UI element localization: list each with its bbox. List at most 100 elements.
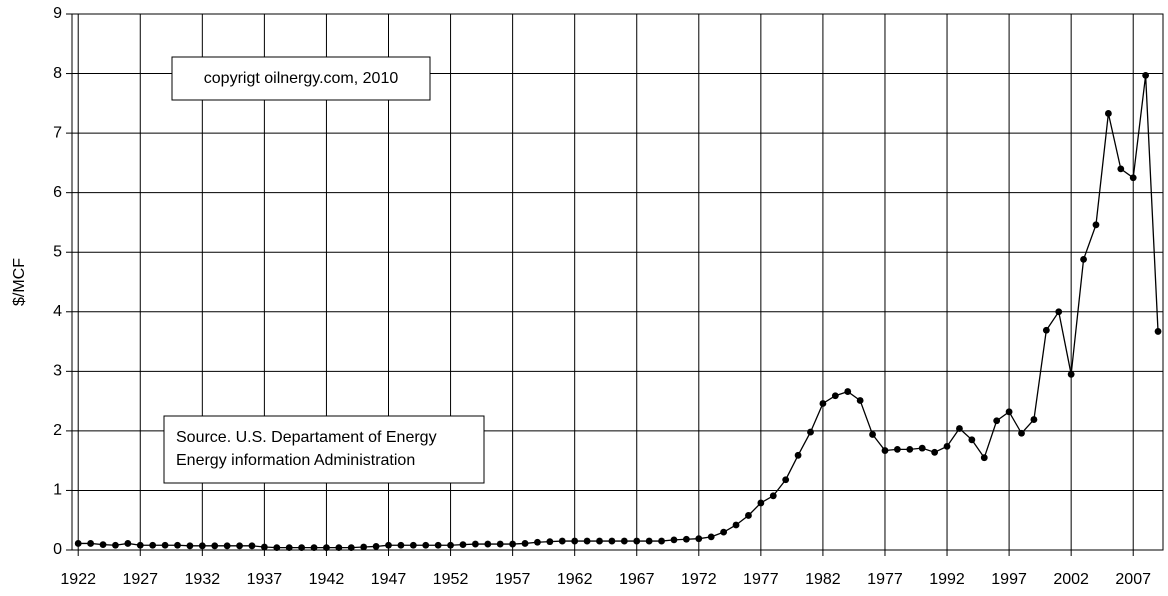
data-point [844, 388, 852, 395]
data-point [608, 537, 616, 545]
data-point [633, 537, 641, 545]
data-point [831, 392, 839, 400]
note-box [171, 56, 431, 101]
data-point [720, 528, 728, 536]
data-point [546, 538, 554, 546]
data-point [807, 428, 814, 436]
data-point [149, 541, 157, 549]
data-point [186, 542, 194, 550]
data-point [732, 521, 740, 529]
data-point [323, 544, 330, 552]
x-tick-label: 2007 [1115, 571, 1151, 588]
data-point [1042, 326, 1050, 334]
x-tick-label: 1957 [495, 571, 531, 588]
data-point [87, 540, 95, 547]
y-tick-label: 7 [53, 124, 62, 141]
data-point [670, 536, 678, 544]
y-tick-label: 4 [53, 303, 62, 320]
data-point [248, 542, 256, 550]
data-point [385, 541, 392, 549]
x-tick-label: 1927 [122, 571, 158, 588]
data-point [409, 541, 417, 549]
data-point [509, 540, 517, 548]
y-tick-label: 5 [53, 243, 62, 260]
series-line [78, 75, 1159, 549]
data-point [893, 445, 901, 453]
data-point [1117, 165, 1125, 173]
data-point [906, 445, 914, 453]
x-tick-label: 1962 [557, 571, 593, 588]
x-tick-label: 1977 [743, 571, 779, 588]
data-point [298, 544, 306, 552]
x-tick-label: 1972 [681, 571, 717, 588]
data-point [447, 541, 454, 549]
data-point [782, 476, 790, 484]
data-point [583, 537, 591, 545]
y-tick-label: 3 [53, 363, 62, 380]
data-point [434, 541, 442, 549]
note: copyrigt oilnergy.com, 2010 [204, 70, 399, 87]
data-point [223, 542, 231, 550]
data-point [682, 535, 690, 543]
data-point [819, 400, 827, 407]
data-point [956, 425, 963, 432]
data-point [273, 544, 281, 552]
data-point [980, 454, 988, 462]
y-tick-label: 0 [53, 541, 62, 558]
data-point [99, 541, 107, 549]
data-point [484, 540, 492, 548]
note-box [163, 415, 485, 484]
data-point [521, 540, 529, 547]
data-point [1030, 416, 1038, 423]
x-tick-label: 1942 [309, 571, 345, 588]
y-tick-label: 2 [53, 422, 62, 439]
y-tick-label: 9 [53, 5, 62, 22]
data-point [1092, 221, 1100, 229]
data-point [707, 533, 715, 541]
data-point [161, 541, 169, 549]
data-point [360, 543, 368, 551]
x-tick-label: 1967 [619, 571, 655, 588]
x-tick-label: 1982 [805, 571, 841, 588]
x-tick-label: 1997 [991, 571, 1027, 588]
data-point [174, 541, 181, 549]
data-point [347, 544, 355, 552]
data-point [112, 541, 119, 549]
data-point [1080, 255, 1087, 263]
data-point [1129, 174, 1137, 182]
data-point [558, 537, 566, 545]
data-point [285, 544, 293, 552]
data-point [645, 537, 653, 545]
data-point [471, 540, 479, 548]
data-point [496, 540, 504, 548]
data-point [794, 451, 802, 459]
x-tick-label: 1922 [60, 571, 96, 588]
x-tick-label: 1937 [247, 571, 283, 588]
data-point [211, 542, 219, 550]
data-point [943, 442, 951, 450]
data-point [571, 537, 579, 545]
data-point [1104, 110, 1112, 117]
data-point [124, 540, 132, 547]
data-point [769, 492, 777, 500]
data-point [260, 543, 268, 551]
note: Source. U.S. Departament of Energy [176, 429, 437, 446]
data-point [596, 537, 603, 545]
annotations: copyrigt oilnergy.com, 2010 Source. U.S.… [163, 56, 485, 484]
data-point [1055, 308, 1063, 316]
data-point [1154, 328, 1162, 335]
data-point [534, 538, 541, 546]
y-axis-label: $/MCF [11, 258, 28, 306]
data-point [968, 436, 976, 444]
data-point [695, 535, 703, 543]
data-point [757, 499, 765, 507]
data-point [856, 397, 864, 404]
note: Energy information Administration [176, 452, 415, 469]
data-point [335, 544, 343, 552]
x-tick-label: 1932 [185, 571, 221, 588]
x-tick-label: 1952 [433, 571, 469, 588]
data-point [422, 541, 430, 549]
data-point [620, 537, 628, 545]
